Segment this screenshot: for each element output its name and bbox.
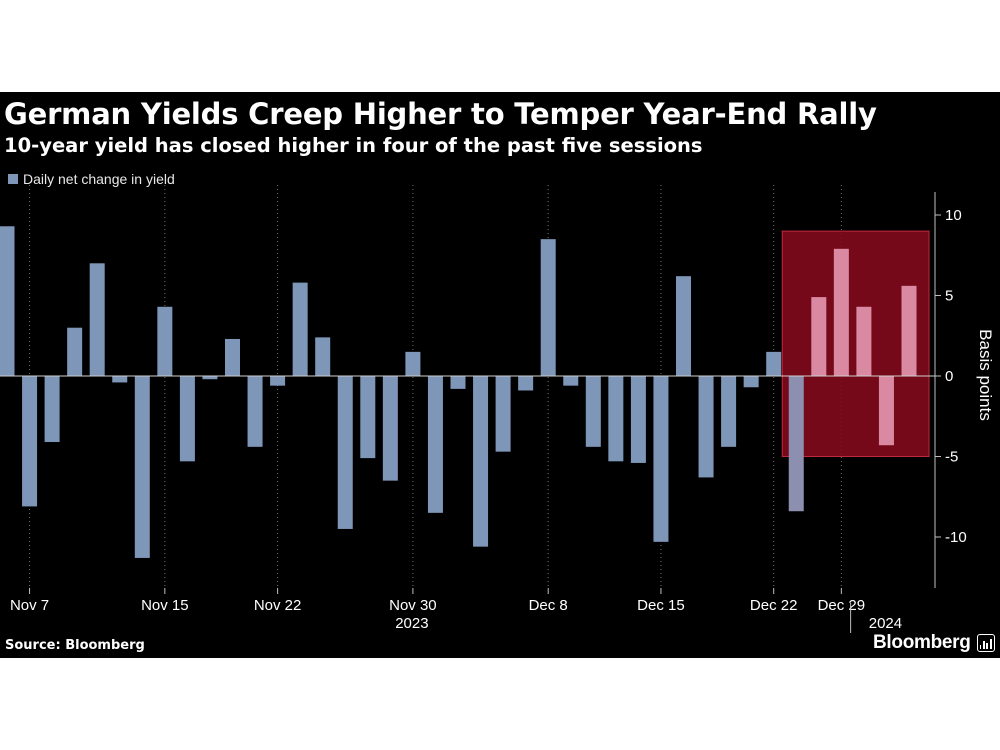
bar	[450, 376, 466, 389]
bar	[112, 376, 128, 383]
bar	[608, 376, 624, 462]
y-axis-label: Basis points	[976, 329, 995, 421]
bar	[202, 376, 218, 380]
bar	[247, 376, 263, 447]
x-tick-label: Nov 30	[389, 597, 437, 614]
brand-name: Bloomberg	[873, 632, 971, 653]
bar	[67, 327, 83, 376]
bar	[157, 306, 173, 376]
bar-layer	[0, 226, 917, 558]
x-tick-label: Dec 15	[637, 597, 685, 614]
bar	[405, 351, 421, 376]
bar	[856, 306, 872, 376]
bar	[878, 376, 894, 446]
bar	[766, 351, 782, 376]
bar	[225, 338, 240, 376]
bar	[315, 337, 331, 376]
bar	[518, 376, 534, 391]
bar	[337, 376, 353, 529]
bar	[292, 282, 308, 376]
y-tick-label: 10	[945, 207, 962, 224]
bar	[563, 376, 579, 386]
legend-swatch	[8, 174, 18, 184]
bar	[44, 376, 60, 443]
legend-label: Daily net change in yield	[23, 171, 175, 187]
bar	[653, 376, 669, 542]
year-label: 2023	[395, 615, 428, 632]
axis-layer: 10 5 0 -5 -10 Basis points Nov 7 Nov 15 Nov 22 No…	[0, 192, 995, 633]
bar	[540, 239, 556, 376]
bar	[811, 297, 827, 376]
bar	[473, 376, 489, 547]
x-tick-label: Dec 8	[529, 597, 568, 614]
bar	[270, 376, 286, 386]
chart-title: German Yields Creep Higher to Temper Yea…	[4, 97, 877, 131]
x-tick-label: Nov 7	[10, 597, 49, 614]
bar	[22, 376, 38, 507]
bar	[427, 376, 443, 513]
y-tick-label: 0	[945, 368, 953, 385]
x-tick-label: Dec 22	[750, 597, 798, 614]
bar	[134, 376, 150, 558]
bar	[89, 263, 105, 376]
bar	[901, 285, 917, 376]
bar	[743, 376, 759, 388]
bar	[360, 376, 376, 459]
y-tick-label: -5	[945, 449, 958, 466]
bar	[179, 376, 195, 462]
bar	[585, 376, 601, 447]
bar	[721, 376, 737, 447]
legend: Daily net change in yield	[8, 171, 175, 187]
bar-chart: 10 5 0 -5 -10 Basis points Nov 7 Nov 15 Nov 22 No…	[0, 185, 995, 633]
bar	[495, 376, 511, 452]
bar	[676, 276, 691, 376]
bar	[698, 376, 714, 478]
bar	[382, 376, 398, 481]
bar	[788, 376, 804, 512]
x-tick-label: Nov 22	[254, 597, 302, 614]
y-tick-label: -10	[945, 529, 967, 546]
y-tick-label: 5	[945, 288, 953, 305]
source-note: Source: Bloomberg	[5, 638, 145, 653]
bar	[630, 376, 646, 463]
bloomberg-chart-icon	[976, 634, 995, 652]
x-tick-label: Dec 29	[818, 597, 866, 614]
brand-logo: Bloomberg	[873, 632, 995, 654]
bar	[833, 248, 849, 376]
bar	[0, 226, 15, 376]
year-label: 2024	[869, 615, 902, 632]
x-tick-label: Nov 15	[141, 597, 189, 614]
chart-subtitle: 10-year yield has closed higher in four …	[4, 134, 703, 157]
